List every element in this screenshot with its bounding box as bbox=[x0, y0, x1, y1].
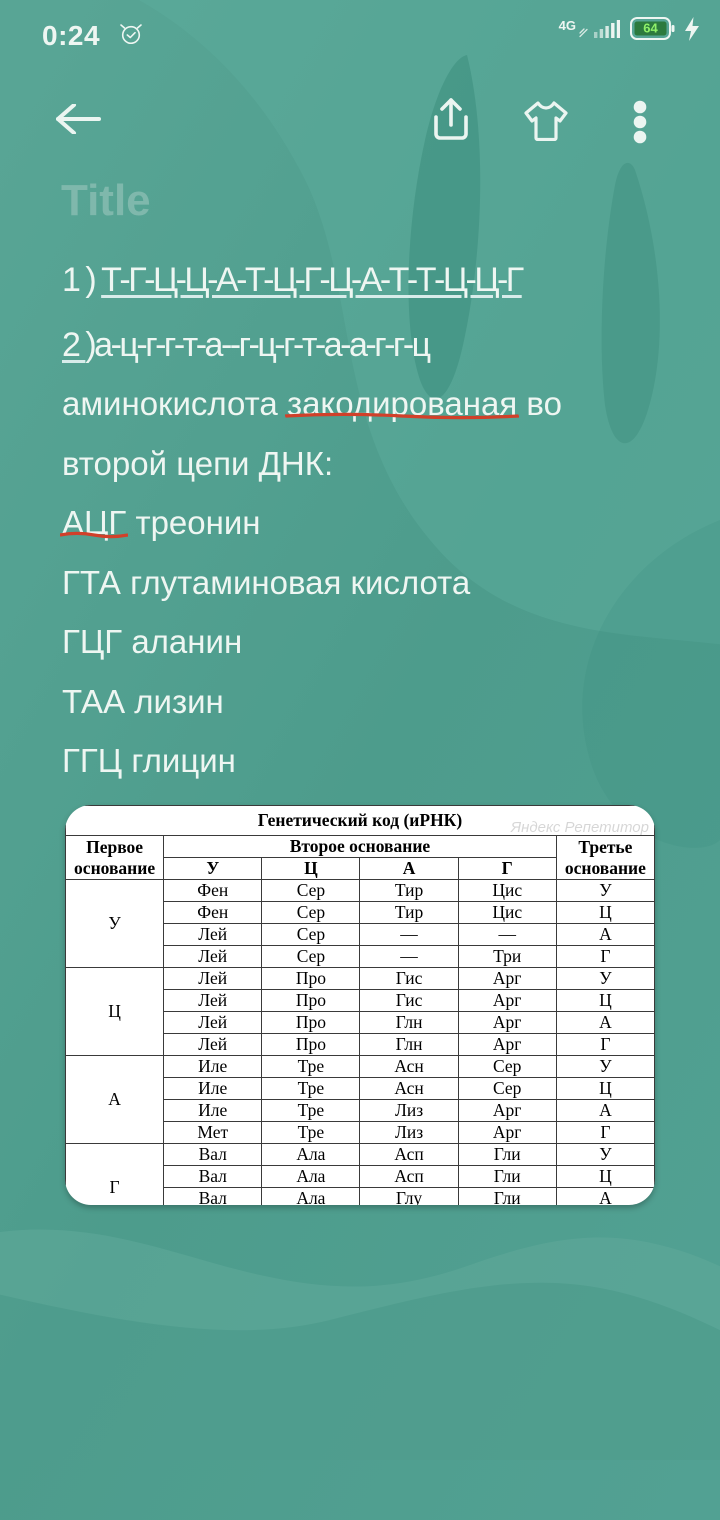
svg-text:64: 64 bbox=[643, 21, 658, 36]
